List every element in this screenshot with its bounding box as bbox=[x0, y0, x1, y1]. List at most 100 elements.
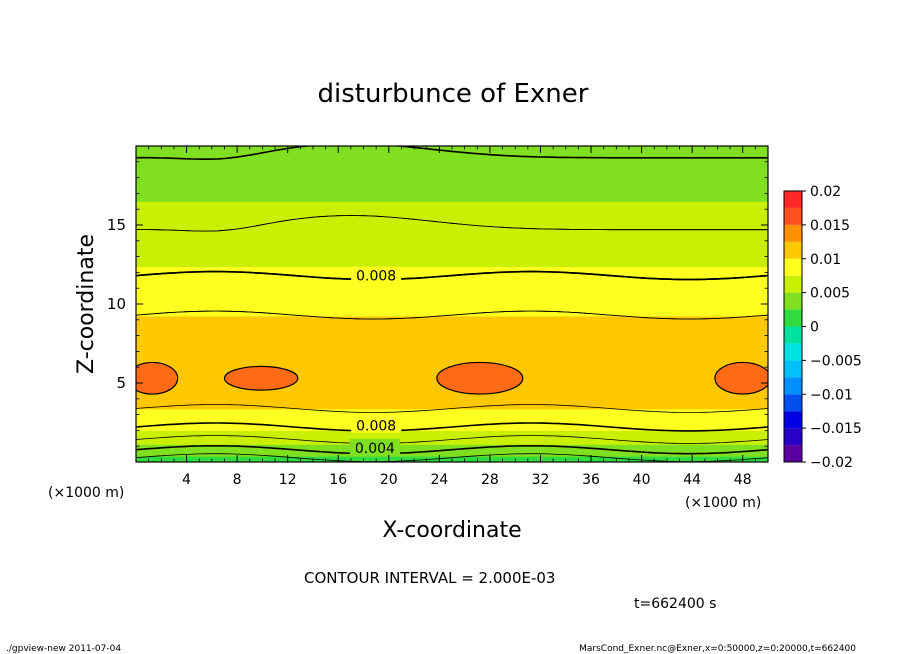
color-band bbox=[136, 260, 768, 264]
color-band bbox=[136, 282, 768, 285]
color-band bbox=[136, 319, 768, 323]
color-band bbox=[136, 209, 768, 212]
contour-line bbox=[136, 445, 768, 455]
color-band bbox=[136, 286, 768, 289]
color-band bbox=[136, 155, 768, 159]
color-band bbox=[136, 183, 768, 187]
color-band bbox=[136, 302, 768, 305]
colorbar-label: 0 bbox=[810, 320, 819, 336]
contour-label: 0.008 bbox=[356, 269, 396, 285]
colorbar-swatch bbox=[784, 377, 802, 395]
color-band bbox=[136, 264, 768, 268]
color-band bbox=[136, 428, 768, 431]
color-band bbox=[136, 454, 768, 457]
x-tick-label: 48 bbox=[734, 472, 752, 488]
color-band bbox=[136, 181, 768, 185]
color-band bbox=[136, 402, 768, 406]
color-band bbox=[136, 400, 768, 404]
color-band bbox=[136, 442, 768, 445]
colorbar-swatch bbox=[784, 360, 802, 378]
color-band bbox=[136, 394, 768, 398]
color-band bbox=[136, 175, 768, 179]
color-band bbox=[136, 398, 768, 402]
color-band bbox=[136, 412, 768, 416]
color-band bbox=[136, 315, 768, 319]
colorbar-swatch bbox=[784, 343, 802, 361]
color-band bbox=[136, 256, 768, 260]
color-band bbox=[136, 430, 768, 433]
chart-title: disturbunce of Exner bbox=[318, 79, 589, 109]
colorbar-label: −0.02 bbox=[810, 455, 853, 471]
color-band bbox=[136, 179, 768, 183]
colorbar-label: −0.01 bbox=[810, 387, 853, 403]
color-band bbox=[136, 329, 768, 333]
color-band bbox=[136, 242, 768, 246]
colorbar-swatch bbox=[784, 258, 802, 276]
color-band bbox=[136, 452, 768, 455]
color-band bbox=[136, 309, 768, 313]
color-band bbox=[136, 321, 768, 325]
color-band bbox=[136, 290, 768, 293]
color-band bbox=[136, 280, 768, 283]
time-label: t=662400 s bbox=[634, 596, 716, 612]
x-tick-label: 28 bbox=[481, 472, 499, 488]
colorbar-swatch bbox=[784, 224, 802, 242]
color-band bbox=[136, 185, 768, 189]
maximum-region bbox=[136, 361, 179, 395]
contour-line bbox=[136, 435, 768, 444]
color-band bbox=[136, 317, 768, 321]
colorbar-label: 0.01 bbox=[810, 252, 841, 268]
color-band bbox=[136, 193, 768, 196]
color-band bbox=[136, 353, 768, 356]
colorbar-swatch bbox=[784, 207, 802, 225]
color-band bbox=[136, 169, 768, 173]
color-band bbox=[136, 250, 768, 254]
contour-line bbox=[136, 453, 768, 462]
x-tick-label: 20 bbox=[380, 472, 398, 488]
contour-line bbox=[136, 310, 768, 320]
contour-interval-text: CONTOUR INTERVAL = 2.000E-03 bbox=[304, 569, 555, 587]
x-tick-label: 36 bbox=[582, 472, 600, 488]
color-band bbox=[136, 408, 768, 412]
color-band bbox=[136, 258, 768, 262]
y-tick-label: 5 bbox=[116, 374, 126, 392]
x-unit-left: (×1000 m) bbox=[48, 485, 124, 501]
x-unit-right: (×1000 m) bbox=[685, 495, 761, 511]
color-band bbox=[136, 351, 768, 354]
color-band bbox=[136, 163, 768, 167]
colorbar-label: 0.005 bbox=[810, 286, 850, 302]
contour-label-bg bbox=[351, 266, 402, 283]
footer-left: ./gpview-new 2011-07-04 bbox=[6, 644, 121, 654]
color-band bbox=[136, 341, 768, 345]
contour-label: 0.004 bbox=[355, 441, 395, 457]
colorbar-swatch bbox=[784, 309, 802, 327]
color-band bbox=[136, 161, 768, 165]
color-band bbox=[136, 416, 768, 420]
maxima-regions bbox=[136, 361, 768, 395]
color-band bbox=[136, 298, 768, 301]
color-band bbox=[136, 304, 768, 307]
color-band bbox=[136, 173, 768, 177]
color-band bbox=[136, 187, 768, 191]
x-tick-label: 12 bbox=[279, 472, 297, 488]
color-band bbox=[136, 422, 768, 426]
color-band bbox=[136, 436, 768, 439]
color-band bbox=[136, 167, 768, 171]
color-band bbox=[136, 262, 768, 266]
color-band bbox=[136, 232, 768, 236]
color-band bbox=[136, 252, 768, 256]
contour-lines bbox=[136, 146, 768, 462]
color-band bbox=[136, 217, 768, 220]
color-band bbox=[136, 434, 768, 437]
color-band bbox=[136, 420, 768, 424]
colorbar-swatch bbox=[784, 241, 802, 259]
footer-right: MarsCond_Exner.nc@Exner,x=0:50000,z=0:20… bbox=[579, 644, 856, 654]
color-band bbox=[136, 225, 768, 228]
color-band bbox=[136, 207, 768, 210]
maximum-region bbox=[714, 361, 768, 395]
colorbar-labels: 0.02 0.015 0.01 0.005 0 −0.005 −0.01 −0.015 −0.0… bbox=[802, 184, 862, 471]
color-band bbox=[136, 440, 768, 443]
color-band bbox=[136, 414, 768, 418]
color-band bbox=[136, 363, 768, 366]
color-band bbox=[136, 446, 768, 449]
